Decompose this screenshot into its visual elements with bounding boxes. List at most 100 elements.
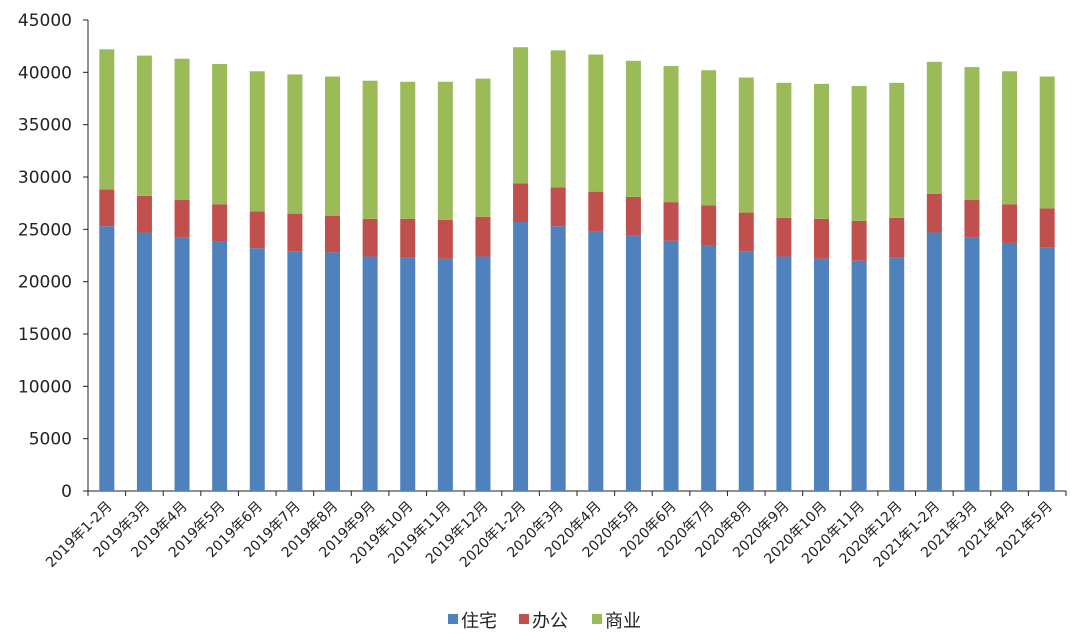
y-tick-label: 20000 (18, 273, 72, 293)
bar-办公-23 (964, 200, 980, 238)
bar-办公-6 (325, 215, 340, 253)
bar-办公-14 (625, 196, 641, 236)
y-tick-label: 40000 (18, 63, 72, 83)
legend-label-2: 商业 (605, 611, 641, 632)
legend-swatch-0 (448, 614, 458, 624)
bar-办公-25 (1039, 208, 1055, 248)
bar-商业-3 (212, 63, 228, 205)
bar-办公-5 (287, 213, 303, 252)
bar-商业-18 (776, 82, 792, 218)
bar-住宅-22 (926, 232, 942, 491)
bar-住宅-1 (136, 232, 152, 491)
bar-办公-19 (814, 218, 829, 259)
bar-住宅-17 (738, 251, 754, 491)
bar-商业-22 (926, 61, 942, 194)
x-axis (87, 490, 1067, 496)
y-tick-label: 15000 (18, 325, 72, 345)
bar-商业-17 (738, 77, 754, 213)
bar-住宅-21 (889, 257, 905, 491)
bar-办公-7 (362, 218, 378, 257)
bar-办公-24 (1002, 204, 1018, 243)
bar-住宅-19 (814, 258, 829, 491)
bar-商业-19 (814, 83, 829, 219)
bar-办公-0 (99, 189, 115, 227)
bar-住宅-15 (663, 240, 679, 491)
bar-办公-17 (738, 212, 754, 252)
bar-商业-12 (550, 50, 566, 188)
bar-住宅-3 (212, 241, 228, 491)
legend-swatch-2 (592, 614, 602, 624)
bar-办公-11 (513, 183, 529, 223)
bar-住宅-7 (362, 256, 378, 491)
bar-住宅-10 (475, 256, 491, 491)
y-tick-label: 0 (61, 482, 72, 502)
bar-商业-5 (287, 74, 303, 214)
y-tick-label: 25000 (18, 220, 72, 240)
y-axis: 0 5000 10000 15000 20000 25000 30000 35000 40000… (18, 11, 89, 502)
bar-住宅-25 (1039, 247, 1055, 491)
bars-group (99, 47, 1055, 492)
bar-办公-22 (926, 193, 942, 233)
bar-住宅-5 (287, 251, 303, 491)
bar-住宅-12 (550, 226, 566, 491)
y-tick-label: 30000 (18, 168, 72, 188)
bar-住宅-18 (776, 256, 792, 491)
bar-办公-21 (889, 217, 905, 258)
bar-商业-4 (249, 71, 265, 212)
bar-商业-10 (475, 78, 491, 217)
bar-住宅-2 (174, 237, 190, 491)
bar-住宅-9 (437, 258, 453, 491)
y-tick-label: 5000 (29, 430, 72, 450)
bar-商业-11 (513, 47, 529, 184)
bar-住宅-23 (964, 237, 980, 491)
bar-商业-15 (663, 66, 679, 203)
x-tick-labels: 2019年1-2月2019年3月2019年4月2019年5月2019年6月201… (43, 499, 1056, 571)
bar-商业-20 (851, 85, 867, 221)
y-tick-label: 35000 (18, 116, 72, 136)
bar-商业-9 (437, 81, 453, 220)
legend-label-0: 住宅 (461, 611, 497, 632)
bar-商业-24 (1002, 71, 1018, 205)
bar-住宅-11 (513, 222, 529, 492)
y-tick-label: 45000 (18, 11, 72, 31)
bar-办公-10 (475, 216, 491, 257)
bar-办公-1 (136, 195, 152, 233)
bar-商业-1 (136, 55, 152, 196)
bar-商业-2 (174, 58, 190, 201)
bar-办公-9 (437, 219, 453, 259)
bar-住宅-13 (588, 231, 604, 491)
legend: 住宅 办公 商业 (448, 611, 641, 632)
bar-商业-13 (588, 54, 604, 192)
bar-商业-6 (325, 76, 340, 216)
bar-办公-2 (174, 200, 190, 238)
bar-住宅-14 (625, 235, 641, 491)
bar-商业-16 (701, 70, 717, 206)
bar-办公-15 (663, 202, 679, 241)
bar-住宅-6 (325, 252, 340, 491)
y-tick-label: 10000 (18, 377, 72, 397)
bar-住宅-4 (249, 248, 265, 491)
bar-商业-21 (889, 82, 905, 218)
legend-swatch-1 (519, 614, 529, 624)
bar-商业-8 (400, 81, 416, 219)
bar-办公-12 (550, 187, 566, 227)
bar-住宅-8 (400, 257, 416, 491)
bar-商业-14 (625, 60, 641, 197)
bar-办公-13 (588, 191, 604, 232)
bar-住宅-16 (701, 245, 717, 491)
bar-住宅-24 (1002, 242, 1018, 491)
legend-label-1: 办公 (532, 611, 568, 632)
bar-住宅-0 (99, 226, 115, 491)
bar-商业-0 (99, 49, 115, 190)
bar-商业-7 (362, 80, 378, 219)
bar-办公-20 (851, 220, 867, 261)
bar-办公-16 (701, 205, 717, 246)
bar-住宅-20 (851, 260, 867, 491)
bar-办公-3 (212, 204, 228, 242)
bar-商业-25 (1039, 76, 1055, 209)
bar-办公-8 (400, 218, 416, 258)
bar-办公-18 (776, 217, 792, 257)
bar-办公-4 (249, 211, 265, 249)
